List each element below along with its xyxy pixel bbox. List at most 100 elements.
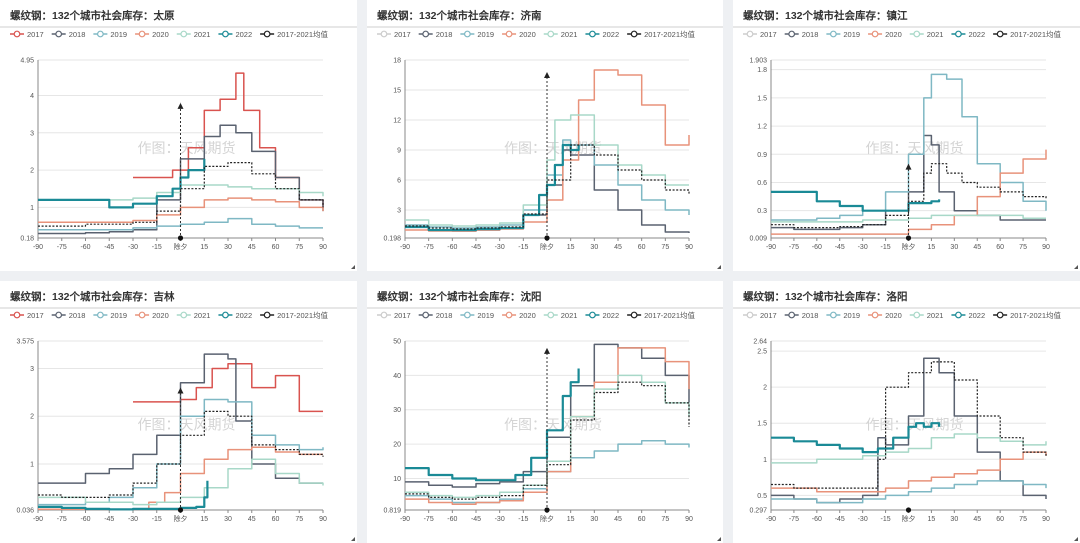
series-line-2022 bbox=[405, 368, 580, 482]
y-tick-label: 2 bbox=[763, 385, 767, 392]
y-tick-label: 50 bbox=[393, 339, 401, 346]
y-tick-label: 15 bbox=[393, 87, 401, 94]
legend-item-2017[interactable]: 2017 bbox=[10, 30, 44, 39]
x-tick-label: 45 bbox=[248, 516, 256, 523]
series-line-avg bbox=[38, 410, 324, 498]
y-tick-label: 1.5 bbox=[757, 421, 767, 428]
legend-item-2021[interactable]: 2021 bbox=[176, 30, 211, 39]
legend-item-2022[interactable]: 2022 bbox=[951, 311, 985, 320]
arrow-head bbox=[544, 71, 550, 78]
legend-item-2017[interactable]: 2017 bbox=[743, 311, 777, 320]
legend-item-2020[interactable]: 2020 bbox=[502, 30, 536, 39]
legend-item-2021[interactable]: 2021 bbox=[543, 311, 578, 320]
y-tick-label: 0.9 bbox=[757, 152, 767, 159]
legend-marker-2019 bbox=[829, 30, 837, 38]
x-tick-label: 90 bbox=[1042, 244, 1050, 251]
line-chart-jilin: 螺纹钢：132个城市社会库存：吉林 2017 2018 2019 2020 2021 202… bbox=[0, 290, 357, 541]
legend-item-2019[interactable]: 2019 bbox=[460, 30, 494, 39]
x-tick-label: 45 bbox=[973, 244, 981, 251]
y-tick-label: 40 bbox=[393, 373, 401, 380]
x-tick-label: -90 bbox=[766, 516, 776, 523]
x-tick-label: -75 bbox=[424, 516, 434, 523]
x-tick-label: -60 bbox=[80, 244, 90, 251]
legend-item-2021[interactable]: 2021 bbox=[543, 30, 578, 39]
legend-marker-2021 bbox=[180, 30, 188, 38]
resize-grip bbox=[1074, 537, 1078, 541]
legend-label-2020: 2020 bbox=[885, 311, 902, 320]
y-tick-label: 10 bbox=[393, 476, 401, 483]
legend-item-2020[interactable]: 2020 bbox=[868, 311, 902, 320]
watermark: 作图：天风期货 bbox=[866, 417, 964, 433]
legend-marker-2017 bbox=[13, 30, 21, 38]
legend-item-avg[interactable]: 2017-2021均值 bbox=[627, 29, 695, 39]
legend-item-2017[interactable]: 2017 bbox=[743, 30, 777, 39]
y-tick-label: 0.3 bbox=[757, 208, 767, 215]
legend-item-2018[interactable]: 2018 bbox=[51, 30, 86, 39]
legend-item-2022[interactable]: 2022 bbox=[951, 30, 985, 39]
legend-item-2020[interactable]: 2020 bbox=[135, 311, 169, 320]
legend-item-2017[interactable]: 2017 bbox=[10, 311, 44, 320]
legend-item-avg[interactable]: 2017-2021均值 bbox=[260, 310, 328, 320]
legend-label-2019: 2019 bbox=[477, 30, 494, 39]
x-tick-label: -30 bbox=[495, 244, 505, 251]
x-tick-label: -90 bbox=[766, 244, 776, 251]
legend-item-2022[interactable]: 2022 bbox=[585, 311, 619, 320]
series-line-2022 bbox=[771, 190, 941, 212]
x-tick-label: 30 bbox=[224, 516, 232, 523]
legend-marker-2019 bbox=[96, 311, 104, 319]
legend-marker-2020 bbox=[138, 30, 146, 38]
legend-item-2018[interactable]: 2018 bbox=[418, 311, 453, 320]
legend-marker-avg bbox=[996, 311, 1004, 319]
legend-item-2018[interactable]: 2018 bbox=[418, 30, 453, 39]
arrow-head bbox=[177, 102, 184, 109]
x-tick-label: 90 bbox=[685, 244, 693, 251]
legend-item-avg[interactable]: 2017-2021均值 bbox=[627, 310, 695, 320]
legend-item-2018[interactable]: 2018 bbox=[51, 311, 86, 320]
legend-item-2019[interactable]: 2019 bbox=[826, 30, 860, 39]
legend-item-2020[interactable]: 2020 bbox=[135, 30, 169, 39]
x-tick-label: -45 bbox=[104, 244, 114, 251]
legend-label-2021: 2021 bbox=[194, 30, 211, 39]
legend-item-2019[interactable]: 2019 bbox=[826, 311, 860, 320]
legend-label-2021: 2021 bbox=[927, 311, 944, 320]
legend-item-2022[interactable]: 2022 bbox=[218, 311, 252, 320]
legend-item-2018[interactable]: 2018 bbox=[784, 311, 819, 320]
legend-item-2022[interactable]: 2022 bbox=[585, 30, 619, 39]
legend-label-2018: 2018 bbox=[436, 311, 453, 320]
x-tick-label: -60 bbox=[80, 516, 90, 523]
legend-marker-2022 bbox=[222, 311, 229, 319]
y-tick-label: 1.5 bbox=[757, 95, 767, 102]
legend-label-avg: 2017-2021均值 bbox=[277, 310, 328, 320]
x-tick-label: 60 bbox=[272, 516, 280, 523]
x-tick-label: 45 bbox=[614, 244, 622, 251]
legend-item-2020[interactable]: 2020 bbox=[868, 30, 902, 39]
chart-title: 螺纹钢：132个城市社会库存：吉林 bbox=[10, 290, 175, 303]
x-tick-label: 除夕 bbox=[174, 242, 188, 251]
legend-item-avg[interactable]: 2017-2021均值 bbox=[993, 310, 1061, 320]
legend-item-2019[interactable]: 2019 bbox=[93, 311, 127, 320]
y-tick-label: 0.009 bbox=[749, 236, 767, 243]
legend-label-2017: 2017 bbox=[394, 311, 411, 320]
legend-item-2021[interactable]: 2021 bbox=[176, 311, 211, 320]
legend-item-avg[interactable]: 2017-2021均值 bbox=[993, 29, 1061, 39]
legend-item-2021[interactable]: 2021 bbox=[909, 30, 944, 39]
legend-item-2018[interactable]: 2018 bbox=[784, 30, 819, 39]
spring-festival-marker bbox=[177, 507, 184, 513]
x-tick-label: -45 bbox=[835, 244, 845, 251]
legend-item-2017[interactable]: 2017 bbox=[377, 311, 411, 320]
legend-item-2020[interactable]: 2020 bbox=[502, 311, 536, 320]
x-tick-label: 30 bbox=[950, 516, 958, 523]
legend-item-2019[interactable]: 2019 bbox=[460, 311, 494, 320]
legend-item-2017[interactable]: 2017 bbox=[377, 30, 411, 39]
y-tick-label: 1 bbox=[30, 461, 34, 468]
legend-item-2021[interactable]: 2021 bbox=[909, 311, 944, 320]
legend-label-2021: 2021 bbox=[927, 30, 944, 39]
legend-item-2019[interactable]: 2019 bbox=[93, 30, 127, 39]
series-line-2020 bbox=[771, 149, 1047, 235]
x-tick-label: 15 bbox=[928, 244, 936, 251]
legend-label-avg: 2017-2021均值 bbox=[644, 29, 695, 39]
legend-item-2022[interactable]: 2022 bbox=[218, 30, 252, 39]
legend-label-2020: 2020 bbox=[519, 311, 536, 320]
legend-item-avg[interactable]: 2017-2021均值 bbox=[260, 29, 328, 39]
